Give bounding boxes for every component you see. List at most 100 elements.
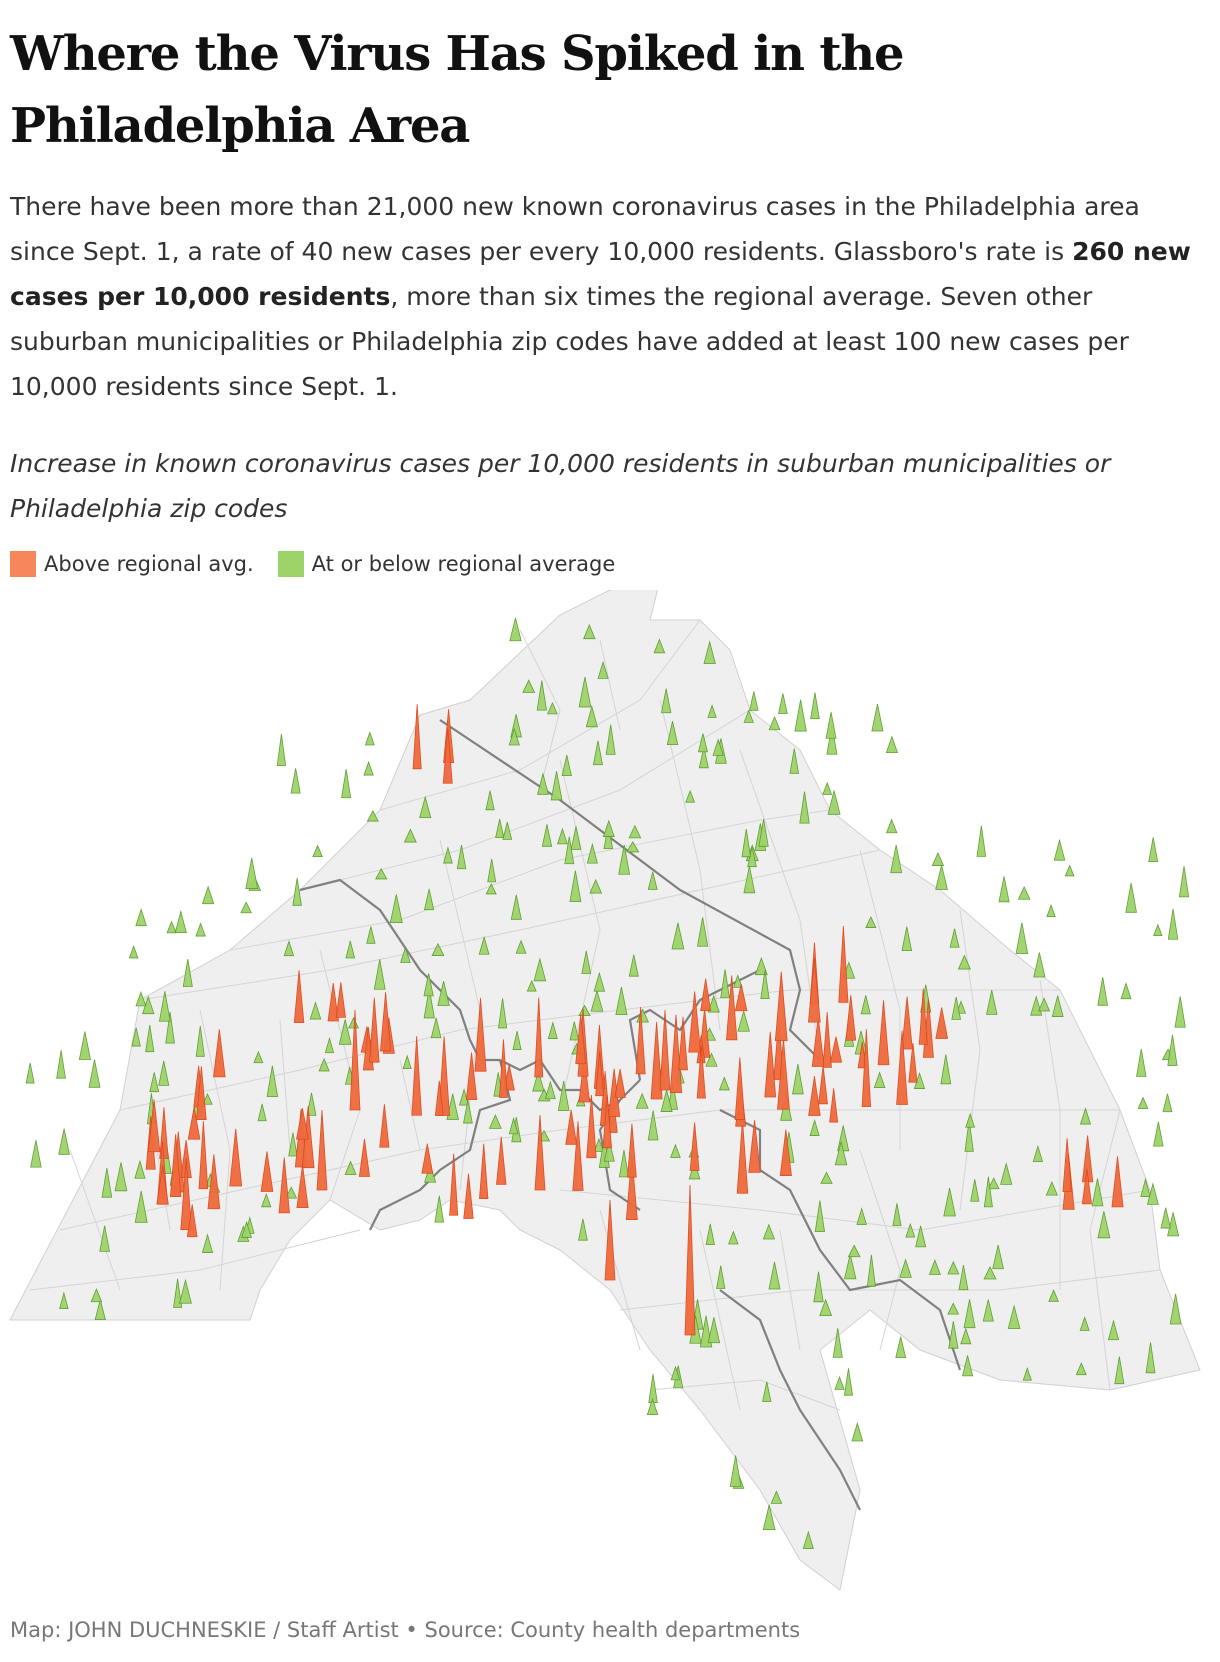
- spike-below-average: [961, 1355, 974, 1377]
- spike-below-average: [495, 818, 505, 838]
- spike-above-average: [575, 1014, 587, 1065]
- spike-above-average: [442, 727, 453, 784]
- spike-below-average: [424, 888, 435, 911]
- spike-above-average: [614, 1068, 626, 1098]
- spike-below-average: [288, 1132, 298, 1157]
- legend-label-below: At or below regional average: [311, 552, 616, 576]
- spike-above-average: [774, 971, 788, 1042]
- spike-below-average: [935, 864, 948, 890]
- spike-below-average: [1053, 838, 1066, 861]
- spike-below-average: [366, 926, 376, 944]
- spike-below-average: [158, 1060, 170, 1086]
- spike-below-average: [114, 1162, 128, 1192]
- spike-below-average: [58, 1128, 70, 1155]
- spike-below-average: [671, 922, 685, 950]
- spike-below-average: [478, 935, 490, 955]
- legend: Above regional avg. At or below regional…: [10, 549, 1210, 579]
- spike-below-average: [951, 996, 962, 1020]
- spike-below-average: [899, 1258, 912, 1278]
- spike-above-average: [465, 1052, 478, 1101]
- spike-below-average: [578, 1004, 591, 1017]
- spike-below-average: [341, 769, 352, 799]
- spike-below-average: [890, 844, 903, 874]
- spike-below-average: [964, 1120, 974, 1152]
- spike-below-average: [707, 994, 720, 1013]
- spike-above-average: [627, 1123, 637, 1178]
- spike-below-average: [982, 1299, 994, 1322]
- spike-above-average: [688, 991, 702, 1053]
- spike-below-average: [88, 1059, 101, 1088]
- spike-below-average: [749, 691, 759, 711]
- spike-below-average: [1051, 994, 1064, 1017]
- spike-above-average: [186, 1204, 198, 1238]
- spike-below-average: [892, 1203, 902, 1226]
- spike-below-average: [1125, 882, 1137, 913]
- spike-below-average: [30, 1140, 42, 1168]
- spike-below-average: [754, 956, 768, 976]
- spike-below-average: [345, 940, 356, 959]
- spike-below-average: [1167, 1034, 1178, 1066]
- spike-above-average: [434, 1080, 444, 1116]
- spike-below-average: [182, 958, 193, 987]
- spike-below-average: [324, 1036, 335, 1054]
- spike-above-average: [700, 978, 712, 1011]
- spike-below-average: [338, 1019, 352, 1045]
- spike-below-average: [716, 1265, 726, 1289]
- spike-below-average: [309, 1001, 322, 1020]
- spike-below-average: [253, 1050, 264, 1064]
- spike-above-average: [260, 1151, 274, 1192]
- spike-below-average: [758, 818, 769, 847]
- intro-text: There have been more than 21,000 new kno…: [10, 184, 1205, 409]
- spike-below-average: [760, 970, 770, 1000]
- spike-below-average: [1007, 1304, 1021, 1329]
- spike-below-average: [240, 901, 252, 914]
- spike-below-average: [508, 727, 520, 746]
- intro-text-part1: There have been more than 21,000 new kno…: [10, 192, 1140, 266]
- spike-below-average: [1097, 1211, 1111, 1239]
- spike-below-average: [728, 1230, 739, 1245]
- spike-below-average: [1169, 1293, 1182, 1325]
- spike-below-average: [366, 810, 379, 822]
- spike-below-average: [541, 824, 553, 847]
- spike-above-average: [822, 1012, 832, 1068]
- spike-above-average: [748, 1120, 761, 1173]
- spike-above-average: [818, 1065, 828, 1105]
- spike-below-average: [1045, 1181, 1058, 1196]
- spike-below-average: [149, 1072, 160, 1093]
- spike-above-average: [861, 1029, 872, 1107]
- spike-below-average: [957, 954, 971, 970]
- spike-above-average: [779, 1129, 792, 1176]
- spike-above-average: [696, 1045, 706, 1099]
- spike-below-average: [195, 922, 206, 937]
- spike-below-average: [276, 734, 287, 766]
- spike-below-average: [707, 1317, 721, 1344]
- spike-below-average: [373, 959, 386, 990]
- spike-above-average: [147, 1099, 161, 1153]
- spike-below-average: [940, 1054, 952, 1085]
- spike-below-average: [544, 1080, 556, 1100]
- spike-above-average: [369, 997, 380, 1063]
- spike-above-average: [187, 1107, 201, 1140]
- spike-below-average: [430, 1017, 442, 1039]
- spike-above-average: [213, 1029, 226, 1078]
- spike-below-average: [992, 1244, 1004, 1270]
- spike-below-average: [423, 988, 435, 1019]
- spike-below-average: [1097, 977, 1109, 1006]
- spike-below-average: [770, 1490, 783, 1504]
- spike-below-average: [618, 844, 631, 875]
- spike-below-average: [1048, 1289, 1059, 1302]
- spike-below-average: [145, 1024, 155, 1053]
- spike-above-average: [496, 1136, 507, 1185]
- spike-below-average: [697, 733, 708, 753]
- spike-below-average: [536, 680, 547, 711]
- spike-above-average: [625, 1155, 638, 1221]
- spike-below-average: [131, 1027, 141, 1047]
- spike-below-average: [597, 660, 609, 679]
- spike-above-average: [808, 957, 821, 1023]
- spike-below-average: [661, 688, 672, 714]
- spike-below-average: [628, 824, 642, 839]
- spike-below-average: [78, 1031, 91, 1060]
- spike-below-average: [741, 829, 751, 858]
- spike-below-average: [1145, 1342, 1156, 1374]
- spike-below-average: [59, 1291, 69, 1310]
